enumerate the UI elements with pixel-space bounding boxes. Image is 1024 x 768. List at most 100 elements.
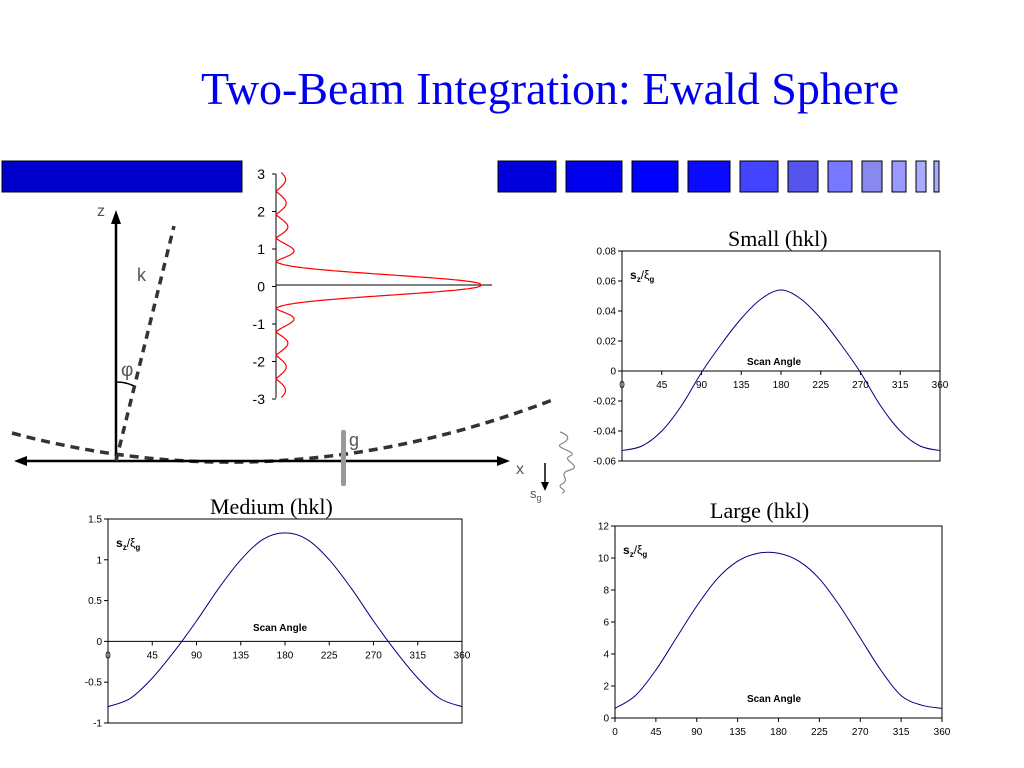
small-plot-title: Small (hkl) — [728, 226, 828, 251]
y-tick-label: 0 — [610, 367, 616, 378]
x-tick-label: 225 — [811, 727, 828, 738]
y-tick-label: 0.06 — [597, 277, 617, 288]
x-tick-label: 315 — [409, 650, 426, 661]
x-tick-label: 45 — [650, 727, 662, 738]
y-tick-label: 10 — [598, 554, 610, 565]
x-tick-label: 0 — [105, 650, 111, 661]
x-axis-arrowhead — [497, 456, 510, 466]
series-line — [614, 551, 943, 709]
x-tick-label: 360 — [932, 380, 949, 391]
x-tick-label: 90 — [691, 727, 703, 738]
x-axis-left-arrowhead — [14, 456, 27, 466]
profile-tick-label: 2 — [257, 204, 265, 220]
rocking-profile: 3 2 1 0 -1 -2 -3 — [253, 166, 492, 407]
x-tick-label: 270 — [365, 650, 382, 661]
bar-block — [687, 160, 731, 193]
x-axis-label: x — [516, 461, 524, 478]
x-tick-label: 180 — [277, 650, 294, 661]
chart-medium: 1.5 1 0.5 0 -0.5 -1 0 45 90 135 180 225 270 315 360 sz/… — [85, 515, 471, 730]
profile-tick-label: 1 — [257, 241, 265, 257]
x-tick-label: 360 — [934, 727, 951, 738]
y-tick-label: 8 — [603, 586, 609, 597]
g-label: g — [349, 430, 359, 450]
x-tick-label: 315 — [893, 727, 910, 738]
y-tick-label: -1 — [93, 719, 102, 730]
x-tick-label: 315 — [892, 380, 909, 391]
bar-block — [565, 160, 623, 193]
y-tick-label: 1 — [96, 555, 102, 566]
k-vector — [114, 225, 176, 462]
large-plot-title: Large (hkl) — [710, 498, 810, 523]
chart-small: 0.080.060.040.020-0.02-0.04-0.060 45 90 135… — [593, 247, 949, 468]
x-tick-label: 270 — [852, 380, 869, 391]
profile-tick-label: 0 — [257, 279, 265, 295]
x-tick-label: 135 — [232, 650, 249, 661]
y-tick-label: 12 — [598, 522, 610, 533]
bar-block — [861, 160, 883, 193]
x-tick-label: 90 — [191, 650, 203, 661]
x-tick-label: 0 — [612, 727, 618, 738]
z-axis-arrowhead — [111, 210, 121, 224]
y-tick-label: 0.04 — [597, 307, 617, 318]
bar-block — [915, 160, 927, 193]
sg-wavy-profile — [558, 431, 576, 494]
phi-arc — [115, 381, 135, 387]
x-tick-label: 180 — [770, 727, 787, 738]
bar-block — [1, 160, 243, 193]
series-line — [107, 532, 463, 708]
x-tick-label: 0 — [619, 380, 625, 391]
y-tick-label: 0 — [96, 637, 102, 648]
k-label: k — [137, 265, 147, 285]
profile-tick-label: -3 — [253, 391, 266, 407]
phi-label: φ — [121, 360, 133, 381]
bar-block — [933, 160, 940, 193]
bar-block — [787, 160, 819, 193]
y-axis-label: sz/ξg — [623, 543, 647, 559]
y-tick-label: 0.02 — [597, 337, 617, 348]
y-tick-label: -0.06 — [593, 457, 616, 468]
x-tick-label: 90 — [696, 380, 708, 391]
y-tick-label: 0.5 — [88, 596, 102, 607]
x-tick-label: 135 — [729, 727, 746, 738]
profile-tick-label: -2 — [253, 354, 266, 370]
y-tick-label: 0.08 — [597, 247, 617, 258]
x-tick-label: 225 — [812, 380, 829, 391]
profile-ticks: 3 2 1 0 -1 -2 -3 — [253, 166, 276, 407]
y-tick-label: -0.04 — [593, 427, 616, 438]
x-tick-label: 180 — [773, 380, 790, 391]
sg-arrow-head — [541, 482, 549, 491]
bar-block — [739, 160, 779, 193]
profile-tick-label: -1 — [253, 316, 266, 332]
decorative-bars — [1, 160, 940, 193]
ewald-diagram: z x k φ g sg 3 2 1 0 -1 -2 -3 — [11, 166, 576, 503]
plot-area — [107, 518, 463, 724]
y-tick-label: -0.5 — [85, 678, 103, 689]
x-tick-label: 135 — [733, 380, 750, 391]
z-axis-label: z — [97, 203, 105, 220]
profile-tick-label: 3 — [257, 166, 265, 182]
g-reflection-marker — [341, 430, 346, 486]
x-tick-label: 270 — [852, 727, 869, 738]
x-tick-label: 45 — [656, 380, 668, 391]
y-axis-label: sz/ξg — [630, 268, 654, 284]
x-axis-label: Scan Angle — [253, 623, 308, 634]
sg-label: sg — [530, 486, 542, 503]
ewald-sphere-arc — [11, 397, 556, 464]
x-tick-label: 225 — [321, 650, 338, 661]
y-tick-label: -0.02 — [593, 397, 616, 408]
series-line — [621, 289, 941, 451]
x-tick-label: 45 — [147, 650, 159, 661]
chart-large: 12 10 8 6 4 2 00 45 90 135 180 225 270 315 360 sz/ξg Sca… — [598, 522, 951, 739]
y-axis-label: sz/ξg — [116, 536, 140, 552]
y-tick-label: 1.5 — [88, 515, 102, 526]
slide-title: Two-Beam Integration: Ewald Sphere — [200, 63, 900, 114]
y-tick-label: 4 — [603, 650, 609, 661]
plot-area — [614, 525, 943, 719]
y-tick-label: 2 — [603, 682, 609, 693]
profile-curve — [275, 172, 482, 398]
bar-block — [891, 160, 907, 193]
plot-area — [621, 250, 941, 462]
bar-block — [827, 160, 853, 193]
